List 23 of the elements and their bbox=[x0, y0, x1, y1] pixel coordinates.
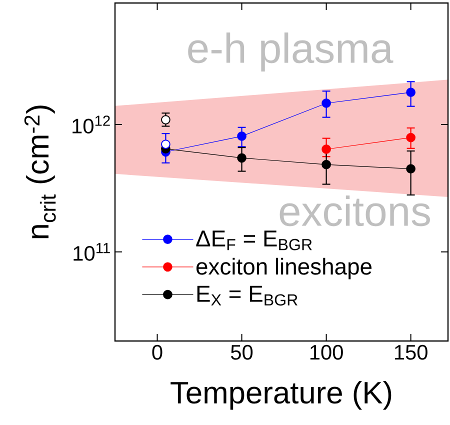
y-tick-label: 10$^{12}$ bbox=[72, 116, 110, 134]
annotation: excitons bbox=[280, 195, 430, 226]
x-tick-label: 0 bbox=[152, 344, 162, 360]
point bbox=[161, 115, 170, 124]
point bbox=[237, 132, 246, 141]
legend-label: ΔE$_{F}$ = E$_{BGR}$ bbox=[196, 230, 312, 250]
point bbox=[322, 144, 331, 154]
legend-label: E$_{X}$ = E$_{BGR}$ bbox=[197, 286, 298, 306]
x-tick-label: 100 bbox=[310, 344, 343, 360]
y-axis-title: n$_{crit}$ (cm$^{-2}$) bbox=[24, 106, 56, 238]
point bbox=[237, 153, 246, 163]
point bbox=[322, 160, 331, 170]
point bbox=[406, 164, 416, 174]
point bbox=[161, 140, 170, 149]
x-tick-label: 50 bbox=[230, 344, 253, 360]
annotation: e-h plasma bbox=[188, 32, 394, 72]
legend-label: exciton lineshape bbox=[196, 258, 372, 280]
point bbox=[406, 132, 416, 142]
x-axis-title: Temperature (K) bbox=[170, 380, 392, 410]
y-tick-label: 10$^{11}$ bbox=[74, 243, 110, 261]
point bbox=[322, 98, 331, 108]
point bbox=[406, 88, 416, 98]
x-tick-label: 150 bbox=[394, 344, 428, 360]
